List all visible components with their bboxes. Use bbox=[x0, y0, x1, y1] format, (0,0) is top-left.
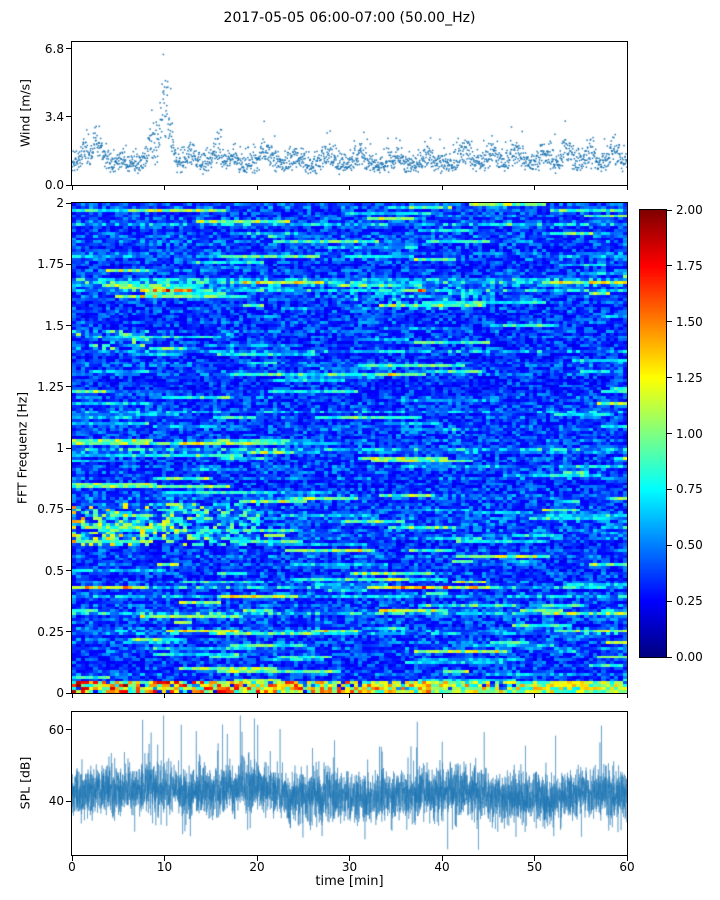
spectrogram-heatmap-canvas bbox=[72, 203, 627, 693]
spectrogram-ytick-label: 0.5 bbox=[44, 563, 64, 578]
colorbar-tick-label: 0.00 bbox=[676, 650, 703, 664]
spl-plot-area bbox=[71, 711, 628, 856]
wind-ytick-label: 3.4 bbox=[44, 109, 64, 124]
tick-mark bbox=[534, 186, 535, 190]
tick-mark bbox=[667, 656, 672, 658]
spl-line-canvas bbox=[72, 712, 627, 855]
colorbar-tick-label: 0.50 bbox=[676, 538, 703, 553]
tick-mark bbox=[441, 694, 443, 698]
spectrogram-ytick-label: 0.25 bbox=[37, 624, 64, 639]
tick-mark bbox=[667, 544, 672, 546]
tick-mark bbox=[626, 856, 628, 861]
tick-mark bbox=[667, 600, 672, 602]
tick-mark bbox=[441, 856, 443, 861]
colorbar-tick-label: 0.25 bbox=[676, 594, 703, 609]
tick-mark bbox=[667, 321, 672, 323]
x-tick-label: 0 bbox=[68, 860, 76, 874]
tick-mark bbox=[441, 186, 443, 190]
spectrogram-ytick-label: 2 bbox=[56, 196, 64, 210]
spectrogram-ytick-label: 0 bbox=[56, 686, 64, 700]
tick-mark bbox=[71, 694, 73, 698]
spl-ytick-label: 60 bbox=[48, 722, 64, 737]
spectrogram-ytick-label: 0.75 bbox=[37, 502, 64, 517]
tick-mark bbox=[534, 694, 535, 698]
wind-ylabel: Wind [m/s] bbox=[17, 78, 33, 148]
spectrogram-ytick-label: 1 bbox=[56, 441, 64, 455]
x-tick-label: 60 bbox=[619, 860, 635, 874]
tick-mark bbox=[667, 488, 672, 490]
x-tick-label: 10 bbox=[156, 860, 173, 874]
x-tick-label: 30 bbox=[341, 860, 358, 874]
tick-mark bbox=[626, 694, 628, 698]
spectrogram-ytick-label: 1.5 bbox=[44, 318, 64, 333]
colorbar-tick-label: 1.50 bbox=[676, 314, 703, 329]
colorbar-tick-label: 1.00 bbox=[676, 426, 703, 441]
colorbar-tick-label: 0.75 bbox=[676, 482, 703, 497]
tick-mark bbox=[256, 694, 258, 698]
tick-mark bbox=[349, 694, 350, 698]
x-tick-label: 20 bbox=[249, 860, 265, 874]
tick-mark bbox=[71, 856, 73, 861]
spl-ylabel: SPL [dB] bbox=[17, 756, 33, 810]
figure-title: 2017-05-05 06:00-07:00 (50.00_Hz) bbox=[223, 10, 476, 26]
colorbar bbox=[639, 209, 667, 658]
tick-mark bbox=[256, 186, 258, 190]
spectrogram-plot-area bbox=[71, 202, 628, 694]
tick-mark bbox=[164, 856, 165, 861]
tick-mark bbox=[534, 856, 535, 861]
spectrogram-ytick-label: 1.25 bbox=[37, 379, 64, 394]
colorbar-gradient-canvas bbox=[640, 210, 666, 657]
spectrogram-ytick-label: 1.75 bbox=[37, 257, 64, 272]
wind-scatter-canvas bbox=[72, 42, 627, 185]
x-tick-label: 50 bbox=[526, 860, 543, 874]
colorbar-tick-label: 1.25 bbox=[676, 370, 703, 385]
colorbar-tick-label: 1.75 bbox=[676, 258, 703, 273]
wind-ytick-label: 6.8 bbox=[44, 41, 64, 56]
tick-mark bbox=[349, 186, 350, 190]
tick-mark bbox=[256, 856, 258, 861]
tick-mark bbox=[71, 186, 73, 190]
tick-mark bbox=[667, 433, 672, 434]
wind-plot-area bbox=[71, 41, 628, 186]
tick-mark bbox=[164, 694, 165, 698]
tick-mark bbox=[667, 265, 672, 267]
tick-mark bbox=[667, 209, 672, 211]
colorbar-tick-label: 2.00 bbox=[676, 203, 703, 217]
tick-mark bbox=[164, 186, 165, 190]
spl-ytick-label: 40 bbox=[48, 794, 64, 809]
tick-mark bbox=[349, 856, 350, 861]
x-tick-label: 40 bbox=[434, 860, 450, 874]
spectrogram-ylabel: FFT Frequenz [Hz] bbox=[14, 391, 30, 505]
tick-mark bbox=[667, 377, 672, 379]
x-axis-label: time [min] bbox=[315, 874, 384, 889]
tick-mark bbox=[626, 186, 628, 190]
wind-ytick-label: 0.0 bbox=[44, 178, 64, 192]
